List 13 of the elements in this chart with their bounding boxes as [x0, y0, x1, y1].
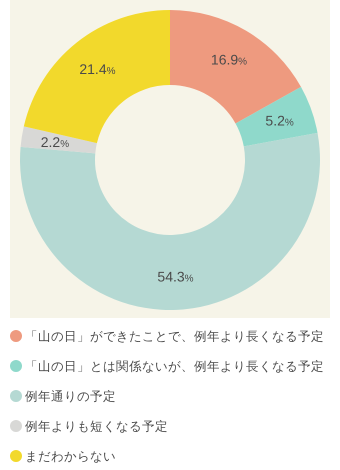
- donut-slice: [20, 132, 320, 310]
- legend-label: 「山の日」とは関係ないが、例年より長くなる予定: [25, 360, 324, 374]
- data-label: 54.3%: [157, 268, 194, 284]
- data-label: 21.4%: [79, 60, 116, 77]
- data-label: 2.2%: [40, 134, 70, 150]
- legend-label: 例年通りの予定: [25, 390, 116, 404]
- data-label: 5.2%: [265, 112, 294, 129]
- legend-label: 「山の日」ができたことで、例年より長くなる予定: [25, 330, 324, 344]
- donut-slice: [235, 86, 318, 146]
- legend-label: まだわからない: [25, 450, 116, 464]
- donut-slice: [20, 126, 97, 154]
- data-label: 16.9%: [210, 52, 248, 68]
- legend-label: 例年よりも短くなる予定: [25, 420, 168, 434]
